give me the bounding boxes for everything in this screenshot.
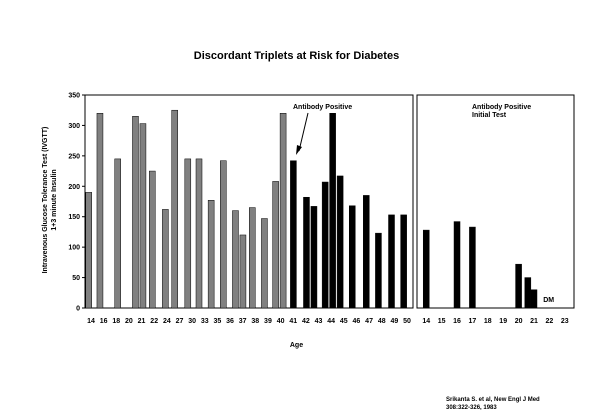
x-tick-label-left: 20 bbox=[125, 318, 133, 325]
bar-left-panel bbox=[279, 113, 287, 309]
x-tick-label-left: 24 bbox=[163, 318, 171, 325]
x-tick-label-left: 41 bbox=[289, 318, 297, 325]
y-tick-label: 250 bbox=[68, 153, 80, 160]
bar-left-panel bbox=[261, 218, 268, 309]
x-tick-label-left: 43 bbox=[315, 318, 323, 325]
y-tick-label: 150 bbox=[68, 214, 80, 221]
dm-label: DM bbox=[543, 297, 554, 304]
bar-left-panel bbox=[310, 206, 318, 309]
x-tick-label-left: 38 bbox=[251, 318, 259, 325]
y-tick-label: 50 bbox=[72, 275, 80, 282]
x-tick-label-right: 14 bbox=[422, 318, 430, 325]
y-tick-label: 350 bbox=[68, 93, 80, 100]
bar-left-panel bbox=[349, 205, 356, 309]
citation: Srikanta S. et al, New Engl J Med 308:32… bbox=[446, 396, 540, 412]
x-tick-label-right: 16 bbox=[453, 318, 461, 325]
x-tick-label-left: 27 bbox=[176, 318, 184, 325]
annotation-antibody-positive: Antibody Positive bbox=[293, 104, 352, 111]
bar-right-panel bbox=[453, 221, 461, 309]
x-tick-label-left: 49 bbox=[390, 318, 398, 325]
x-tick-label-left: 39 bbox=[264, 318, 272, 325]
y-tick-label: 0 bbox=[76, 306, 80, 313]
bar-left-panel bbox=[249, 207, 256, 309]
citation-line-1: Srikanta S. et al, New Engl J Med bbox=[446, 397, 540, 403]
bar-right-panel bbox=[515, 263, 522, 309]
bar-left-panel bbox=[132, 116, 139, 309]
x-tick-label-left: 33 bbox=[201, 318, 209, 325]
bar-left-panel bbox=[114, 158, 121, 309]
x-tick-label-left: 36 bbox=[226, 318, 234, 325]
x-tick-label-left: 21 bbox=[138, 318, 146, 325]
annotation-arrow-head bbox=[296, 145, 302, 155]
bar-left-panel bbox=[85, 192, 92, 309]
annotation-initial-line-1: Antibody Positive bbox=[472, 104, 531, 111]
bar-left-panel bbox=[303, 196, 310, 309]
bar-left-panel bbox=[232, 210, 239, 309]
y-tick-label: 300 bbox=[68, 123, 80, 130]
x-tick-label-left: 30 bbox=[188, 318, 196, 325]
bar-left-panel bbox=[149, 170, 156, 309]
x-tick-label-left: 48 bbox=[378, 318, 386, 325]
bar-left-panel bbox=[139, 123, 147, 309]
x-tick-label-right: 21 bbox=[530, 318, 538, 325]
bar-left-panel bbox=[400, 214, 407, 309]
bar-left-panel bbox=[329, 113, 336, 309]
x-tick-label-right: 19 bbox=[499, 318, 507, 325]
bar-left-panel bbox=[375, 232, 382, 309]
bar-right-panel bbox=[422, 229, 430, 309]
bar-left-panel bbox=[336, 175, 344, 309]
bar-left-panel bbox=[272, 181, 279, 309]
bar-left-panel bbox=[184, 158, 192, 309]
x-tick-label-left: 22 bbox=[150, 318, 158, 325]
x-tick-label-left: 14 bbox=[87, 318, 95, 325]
bar-left-panel bbox=[321, 181, 329, 309]
bar-left-panel bbox=[96, 113, 104, 309]
bar-left-panel bbox=[290, 160, 297, 309]
y-tick-label: 200 bbox=[68, 184, 80, 191]
y-tick-label: 100 bbox=[68, 245, 80, 252]
bar-left-panel bbox=[195, 158, 203, 309]
chart-title: Discordant Triplets at Risk for Diabetes bbox=[193, 50, 400, 62]
x-tick-label-left: 16 bbox=[100, 318, 108, 325]
x-tick-label-right: 17 bbox=[469, 318, 477, 325]
x-tick-label-right: 18 bbox=[484, 318, 492, 325]
x-tick-label-right: 20 bbox=[515, 318, 523, 325]
x-tick-label-left: 50 bbox=[403, 318, 411, 325]
right-panel-frame bbox=[416, 94, 575, 309]
left-panel-frame bbox=[84, 94, 414, 309]
x-tick-label-right: 23 bbox=[561, 318, 569, 325]
x-tick-label-left: 40 bbox=[277, 318, 285, 325]
x-tick-label-left: 37 bbox=[239, 318, 247, 325]
bar-left-panel bbox=[207, 200, 215, 309]
bar-left-panel bbox=[171, 109, 178, 309]
bar-right-panel bbox=[469, 226, 476, 309]
x-tick-label-left: 45 bbox=[340, 318, 348, 325]
x-tick-label-right: 15 bbox=[438, 318, 446, 325]
x-tick-label-left: 47 bbox=[365, 318, 373, 325]
bar-left-panel bbox=[162, 209, 169, 309]
citation-line-2: 308:322-326, 1983 bbox=[446, 405, 497, 411]
x-tick-label-left: 35 bbox=[214, 318, 222, 325]
bar-left-panel bbox=[363, 195, 370, 309]
bar-left-panel bbox=[388, 214, 395, 309]
x-axis-label: Age bbox=[289, 342, 304, 349]
x-tick-label-left: 44 bbox=[327, 318, 335, 325]
annotation-initial-line-2: Initial Test bbox=[472, 112, 507, 119]
x-tick-label-left: 18 bbox=[112, 318, 120, 325]
x-tick-label-right: 22 bbox=[545, 318, 553, 325]
x-tick-label-left: 42 bbox=[302, 318, 310, 325]
bar-left-panel bbox=[220, 160, 227, 309]
bar-left-panel bbox=[239, 234, 247, 309]
annotation-arrow bbox=[298, 112, 309, 152]
x-tick-label-left: 46 bbox=[353, 318, 361, 325]
bar-right-panel bbox=[524, 277, 532, 309]
bar-right-panel bbox=[530, 289, 538, 309]
